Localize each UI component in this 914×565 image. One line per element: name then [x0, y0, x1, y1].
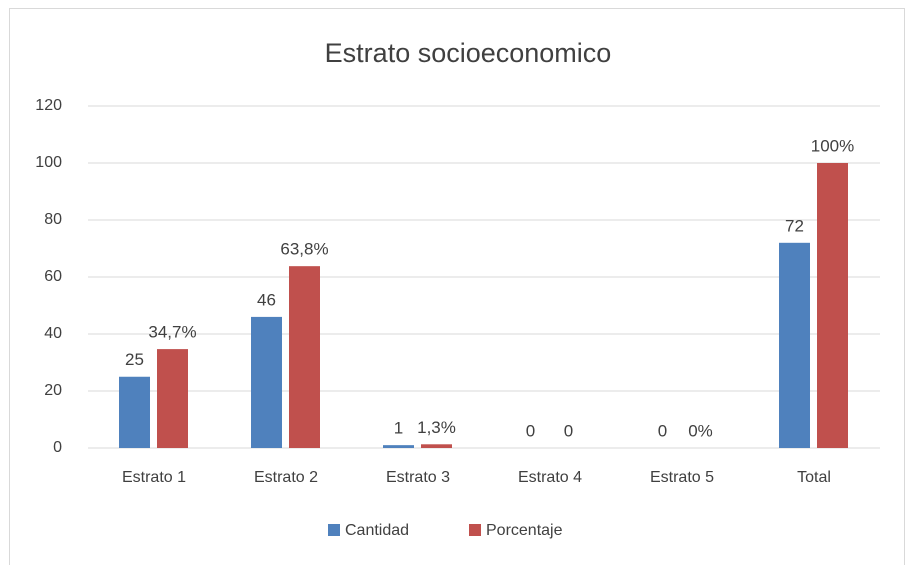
value-label: 0	[564, 421, 573, 440]
y-tick-label: 80	[44, 211, 62, 228]
bar	[421, 444, 452, 448]
bar	[779, 242, 810, 448]
bar	[251, 316, 282, 448]
value-label: 72	[785, 216, 804, 235]
value-label: 25	[125, 350, 144, 369]
legend-swatch	[469, 524, 481, 536]
y-tick-label: 20	[44, 382, 62, 399]
x-tick-label: Estrato 2	[254, 469, 318, 486]
value-label: 0%	[688, 421, 713, 440]
bar	[289, 266, 320, 448]
bar	[157, 349, 188, 448]
y-tick-label: 0	[53, 439, 62, 456]
y-tick-label: 40	[44, 325, 62, 342]
y-tick-label: 120	[35, 97, 62, 114]
bar	[119, 376, 150, 448]
legend-label: Cantidad	[345, 522, 409, 539]
x-tick-label: Estrato 3	[386, 469, 450, 486]
legend-label: Porcentaje	[486, 522, 563, 539]
chart-border	[9, 8, 905, 565]
x-tick-label: Estrato 4	[518, 469, 582, 486]
x-tick-label: Estrato 5	[650, 469, 714, 486]
value-label: 1	[394, 419, 403, 438]
value-label: 100%	[811, 136, 854, 155]
value-label: 0	[526, 421, 535, 440]
x-tick-label: Total	[797, 469, 831, 486]
value-label: 63,8%	[280, 240, 328, 259]
bar	[383, 445, 414, 448]
y-tick-label: 100	[35, 154, 62, 171]
x-tick-label: Estrato 1	[122, 469, 186, 486]
bar	[817, 163, 848, 448]
legend-swatch	[328, 524, 340, 536]
chart-title: Estrato socioeconomico	[325, 38, 612, 68]
value-label: 46	[257, 290, 276, 309]
value-label: 1,3%	[417, 418, 456, 437]
y-tick-label: 60	[44, 268, 62, 285]
value-label: 34,7%	[148, 323, 196, 342]
value-label: 0	[658, 421, 667, 440]
